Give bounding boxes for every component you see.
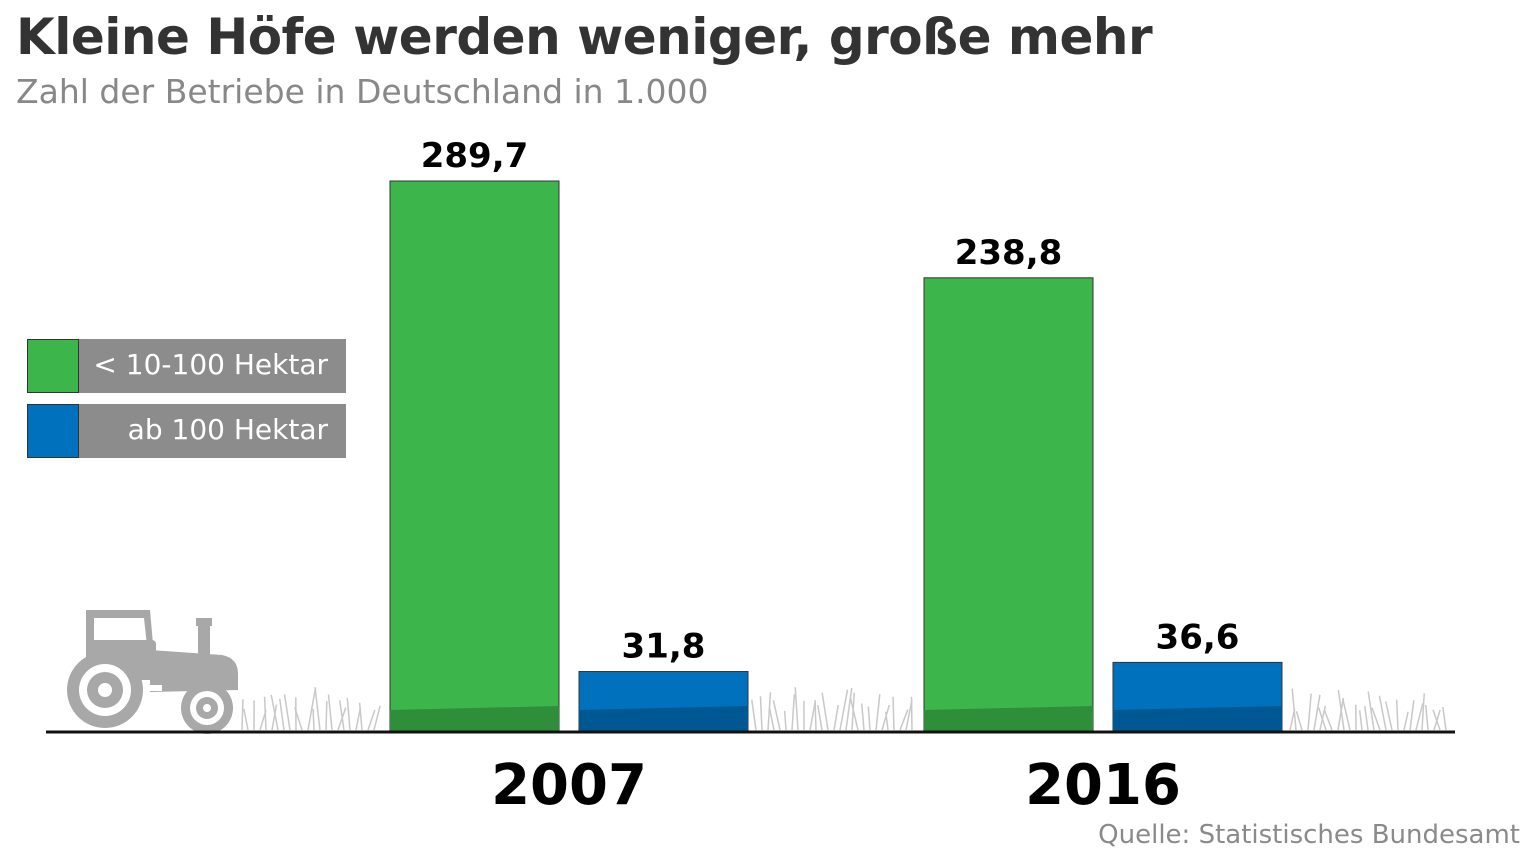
legend-swatch-small-farms <box>27 339 79 393</box>
bar-small-farms-2016 <box>923 277 1094 733</box>
source-note: Quelle: Statistisches Bundesamt <box>1098 820 1520 850</box>
grass-blade <box>1342 698 1351 731</box>
grass-blade <box>875 694 881 731</box>
grass-blade <box>1323 709 1333 731</box>
legend-label-large-farms: ab 100 Hektar <box>127 413 328 446</box>
legend-swatch-large-farms <box>27 404 79 458</box>
grass-blade <box>772 700 781 731</box>
grass-blade <box>1363 705 1369 731</box>
grass-blade <box>881 704 891 731</box>
grass-blade <box>294 707 303 731</box>
grass-blade <box>307 687 317 731</box>
chart-title: Kleine Höfe werden weniger, große mehr <box>16 8 1153 66</box>
bar-small-farms-2007 <box>389 180 560 733</box>
legend-box-small-farms: < 10-100 Hektar <box>79 339 346 393</box>
legend-box-large-farms: ab 100 Hektar <box>79 404 346 458</box>
grass-blade <box>243 708 249 731</box>
grass-blade <box>892 696 895 731</box>
category-label-2007: 2007 <box>491 753 647 818</box>
bar-shadow-large-farms-2007 <box>579 706 748 732</box>
grass-blade <box>312 708 315 731</box>
category-labels: 2007 2016 <box>491 753 1181 818</box>
grass-blade <box>1371 707 1381 731</box>
grass-blade <box>327 694 333 731</box>
legend-item-large-farms: ab 100 Hektar <box>27 404 346 458</box>
grass-blade <box>794 687 799 731</box>
grass-blade <box>1403 711 1409 731</box>
grass-blade <box>338 700 345 731</box>
value-label-large-farms-2016: 36,6 <box>1156 617 1240 657</box>
grass-blade <box>1378 695 1387 731</box>
grass-blade <box>358 702 363 731</box>
grass-blade <box>1432 709 1441 731</box>
chart-subtitle: Zahl der Betriebe in Deutschland in 1.00… <box>16 72 709 111</box>
grass-blade <box>283 694 291 731</box>
grass-blade <box>1442 707 1447 731</box>
grass-blade <box>314 687 321 731</box>
bar-shadow-small-farms-2007 <box>390 706 559 732</box>
category-label-2016: 2016 <box>1025 753 1181 818</box>
grass-blade <box>1358 710 1363 731</box>
grass-blade <box>271 704 278 731</box>
grass-blade <box>1409 700 1415 731</box>
value-label-small-farms-2007: 289,7 <box>421 136 529 176</box>
grass-blade <box>814 700 817 731</box>
grass-blade <box>1291 688 1297 731</box>
grass-blade <box>867 706 871 731</box>
tractor-icon <box>67 610 238 734</box>
legend-label-small-farms: < 10-100 Hektar <box>93 348 328 381</box>
grass-blade <box>1307 693 1312 731</box>
bar-shadow-small-farms-2016 <box>924 706 1093 732</box>
legend-item-small-farms: < 10-100 Hektar <box>27 339 346 393</box>
grass-blade <box>325 701 328 731</box>
grass-blade <box>1337 697 1345 731</box>
bars <box>389 180 1283 733</box>
grass-blade <box>263 696 267 731</box>
grass-blade <box>367 709 376 731</box>
grass-blade <box>791 694 796 731</box>
grass-blade <box>1385 701 1393 731</box>
grass-blade <box>346 697 351 731</box>
grass-blade <box>1421 693 1425 731</box>
grass-blade <box>767 692 772 731</box>
value-labels: 289,7 31,8 238,8 36,6 <box>421 136 1240 667</box>
grass-blade <box>817 705 823 731</box>
grass-blade <box>768 708 775 731</box>
grass-blade <box>241 699 244 731</box>
grass-blade <box>1395 699 1399 731</box>
grass-blade <box>1317 707 1327 731</box>
grass-blade <box>839 689 849 731</box>
grass-blade <box>860 703 865 731</box>
grass-blade <box>373 705 381 731</box>
grass-blade <box>1313 694 1321 731</box>
grass-blade <box>1367 691 1375 731</box>
grass-blade <box>279 698 285 731</box>
grass-blade <box>885 711 889 731</box>
grass-blade <box>270 694 279 731</box>
bar-shadow-large-farms-2016 <box>1113 706 1282 732</box>
grass-blade <box>751 699 757 731</box>
grass-decoration <box>241 687 1447 731</box>
grass-blade <box>849 697 859 731</box>
grass-blade <box>899 709 909 731</box>
grass-blade <box>1415 703 1424 731</box>
grass-blade <box>833 704 840 731</box>
grass-blade <box>845 687 853 731</box>
grass-blade <box>783 710 787 731</box>
grass-blade <box>759 696 763 731</box>
value-label-large-farms-2007: 31,8 <box>622 627 706 667</box>
grass-blade <box>1295 711 1303 731</box>
value-label-small-farms-2016: 238,8 <box>955 233 1063 273</box>
grass-blade <box>821 692 829 731</box>
grass-blade <box>1425 704 1429 731</box>
grass-blade <box>1337 689 1345 731</box>
